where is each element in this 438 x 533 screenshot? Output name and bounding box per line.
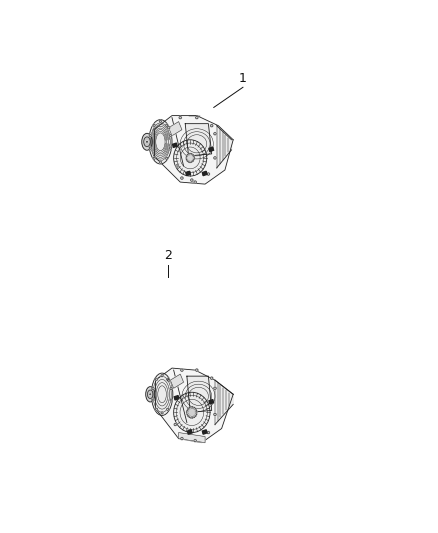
- Ellipse shape: [149, 147, 152, 149]
- Ellipse shape: [194, 181, 196, 183]
- Polygon shape: [169, 122, 182, 136]
- Polygon shape: [187, 376, 212, 413]
- Ellipse shape: [166, 408, 169, 410]
- Text: 1: 1: [239, 72, 247, 85]
- Polygon shape: [179, 433, 205, 442]
- Ellipse shape: [214, 387, 216, 390]
- Ellipse shape: [207, 431, 210, 434]
- Bar: [209, 147, 214, 151]
- Ellipse shape: [176, 165, 178, 167]
- Bar: [173, 143, 177, 148]
- Bar: [202, 171, 207, 176]
- Ellipse shape: [186, 154, 194, 163]
- Bar: [202, 430, 207, 434]
- Ellipse shape: [170, 147, 172, 149]
- Ellipse shape: [149, 119, 172, 164]
- Ellipse shape: [210, 377, 213, 379]
- Ellipse shape: [146, 386, 155, 402]
- Ellipse shape: [144, 137, 150, 147]
- Polygon shape: [185, 124, 212, 156]
- Ellipse shape: [153, 124, 155, 126]
- Ellipse shape: [159, 120, 162, 123]
- Ellipse shape: [173, 392, 210, 433]
- Ellipse shape: [161, 412, 163, 414]
- Ellipse shape: [161, 375, 163, 377]
- Ellipse shape: [195, 116, 198, 119]
- Ellipse shape: [142, 133, 152, 150]
- Ellipse shape: [181, 369, 183, 372]
- Polygon shape: [215, 380, 233, 424]
- Ellipse shape: [195, 369, 198, 372]
- Ellipse shape: [149, 134, 152, 136]
- Polygon shape: [217, 126, 232, 168]
- Ellipse shape: [170, 399, 172, 401]
- Ellipse shape: [194, 439, 196, 442]
- Ellipse shape: [170, 134, 172, 136]
- Ellipse shape: [207, 173, 210, 175]
- Ellipse shape: [187, 407, 197, 418]
- Ellipse shape: [159, 161, 162, 163]
- Text: 2: 2: [164, 249, 172, 262]
- Ellipse shape: [181, 438, 183, 440]
- Ellipse shape: [166, 378, 169, 381]
- Ellipse shape: [146, 141, 148, 142]
- Ellipse shape: [166, 157, 168, 159]
- Bar: [174, 395, 179, 400]
- Ellipse shape: [155, 408, 158, 410]
- Polygon shape: [170, 374, 184, 388]
- Ellipse shape: [214, 133, 216, 135]
- Ellipse shape: [152, 387, 154, 390]
- Ellipse shape: [152, 399, 154, 401]
- Bar: [187, 430, 192, 434]
- Ellipse shape: [166, 124, 168, 126]
- Ellipse shape: [179, 116, 181, 119]
- Polygon shape: [154, 116, 233, 184]
- Ellipse shape: [173, 140, 207, 176]
- Ellipse shape: [181, 177, 183, 179]
- Ellipse shape: [148, 390, 153, 399]
- Ellipse shape: [210, 125, 213, 127]
- Ellipse shape: [174, 423, 177, 426]
- Bar: [186, 171, 191, 176]
- Bar: [209, 400, 214, 404]
- Ellipse shape: [170, 387, 172, 390]
- Ellipse shape: [150, 394, 151, 395]
- Ellipse shape: [155, 378, 158, 381]
- Ellipse shape: [191, 179, 193, 181]
- Ellipse shape: [214, 413, 216, 416]
- Ellipse shape: [153, 157, 155, 159]
- Ellipse shape: [151, 373, 173, 415]
- Ellipse shape: [214, 157, 216, 159]
- Ellipse shape: [167, 126, 170, 129]
- Ellipse shape: [167, 379, 170, 382]
- Polygon shape: [155, 368, 233, 442]
